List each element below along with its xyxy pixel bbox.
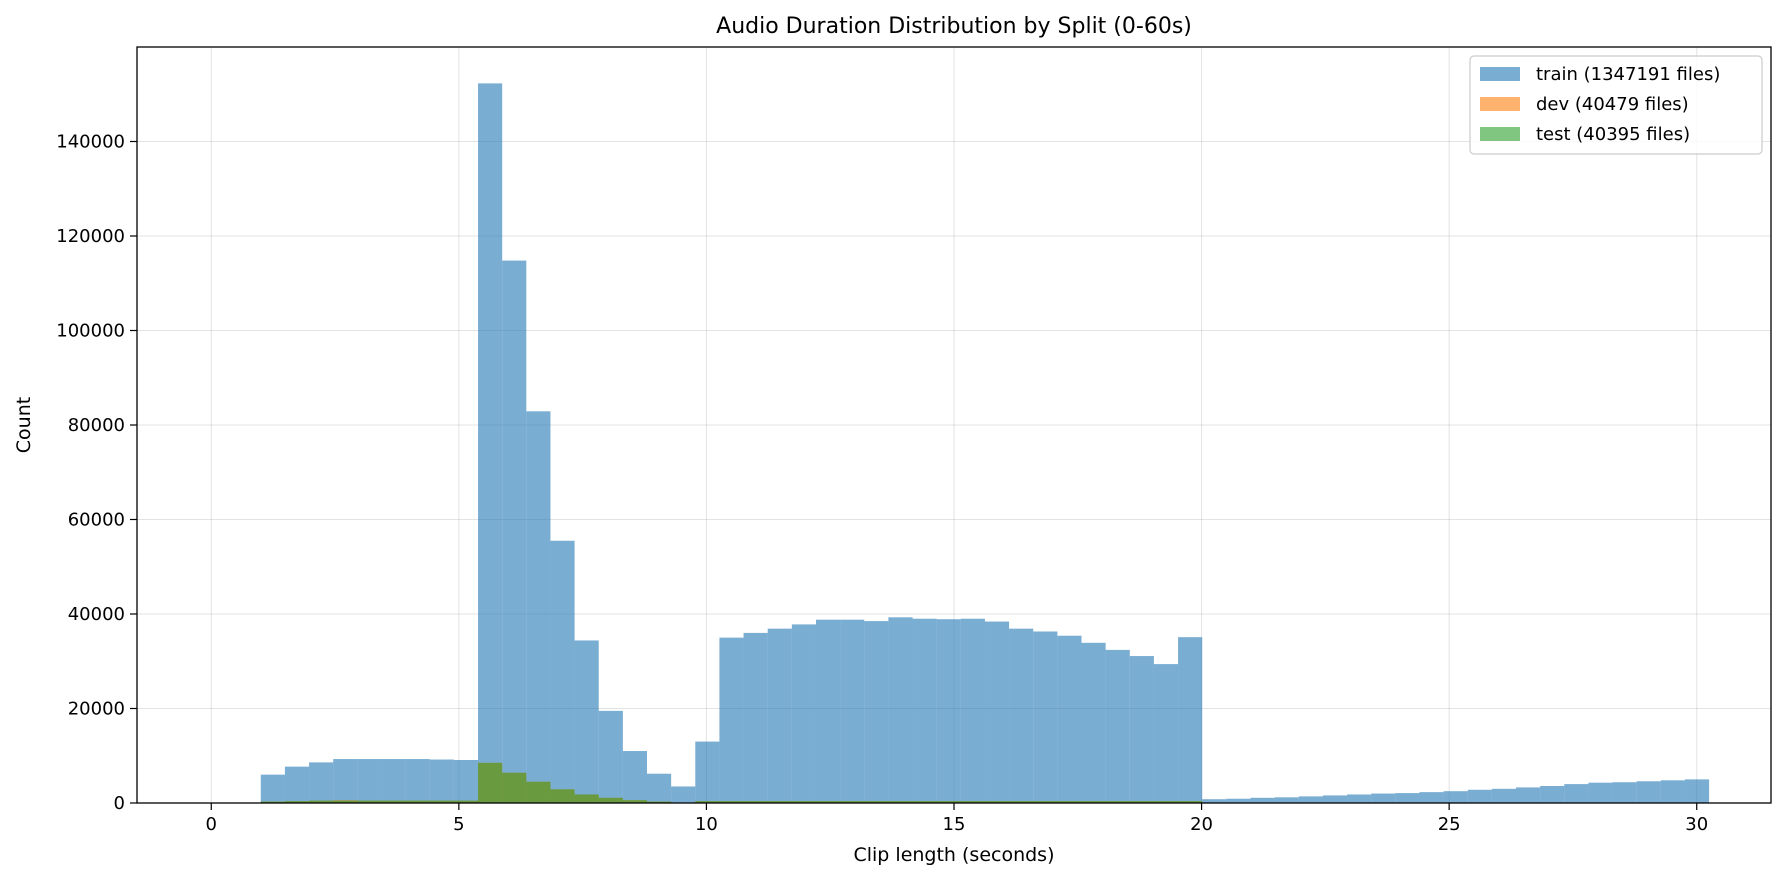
y-tick-label: 80000 [68,415,125,436]
histogram-bar [1323,795,1347,803]
legend-items: train (1347191 files) dev (40479 files) te… [1480,64,1720,145]
histogram-bar [502,773,526,803]
legend-swatch [1480,67,1520,81]
histogram-bar [1444,791,1468,803]
histogram-bar [599,711,623,803]
histogram-bar [406,759,430,803]
histogram-bar [430,760,454,803]
histogram-bar [1299,796,1323,803]
y-axis-label: Count [13,397,35,453]
x-tick-label: 0 [206,814,217,835]
histogram-bar [261,775,285,803]
histogram-bar [599,798,623,803]
histogram-bar [1178,637,1202,803]
legend-swatch [1480,127,1520,141]
histogram-bar [744,633,768,803]
histogram-bar [864,621,888,803]
chart-legend: train (1347191 files) dev (40479 files) te… [1470,56,1762,154]
x-tick-label: 5 [453,814,464,835]
histogram-bar [1516,787,1540,803]
histogram-bar [526,411,550,803]
chart-title: Audio Duration Distribution by Split (0-… [716,14,1192,39]
histogram-bar [913,619,937,803]
histogram-bar [647,774,671,803]
histogram-bar [526,782,550,803]
histogram-bar [309,762,333,803]
histogram-bar [1106,650,1130,803]
legend-label: test (40395 files) [1536,124,1690,145]
histogram-bar [961,619,985,803]
histogram-bar [623,751,647,803]
y-tick-label: 140000 [56,132,125,153]
histogram-bar [1130,656,1154,803]
histogram-bar [1154,664,1178,803]
histogram-bar [1492,789,1516,803]
histogram-bar [937,619,961,803]
histogram-bar [381,759,405,803]
x-tick-label: 30 [1685,814,1708,835]
histogram-bar [768,629,792,803]
histogram-bar [478,763,502,803]
histogram-bar [1588,783,1612,803]
histogram-bar [1419,792,1443,803]
y-tick-label: 0 [114,793,125,814]
x-axis-label: Clip length (seconds) [853,844,1054,866]
histogram-bar [840,620,864,803]
histogram-bar [1082,643,1106,803]
histogram-bar [575,794,599,803]
histogram-bar [792,624,816,803]
histogram-bar [1564,784,1588,803]
histogram-bar [357,759,381,803]
histogram-bar [1057,636,1081,803]
histogram-bar [1637,781,1661,803]
x-tick-label: 20 [1190,814,1213,835]
y-tick-label: 20000 [68,699,125,720]
y-tick-label: 120000 [56,226,125,247]
histogram-bar [1371,794,1395,803]
histogram-bar [1347,794,1371,803]
histogram-bar [1661,780,1685,803]
legend-swatch [1480,97,1520,111]
histogram-bar [985,622,1009,803]
histogram-bar [1009,629,1033,803]
histogram-bar [1613,782,1637,803]
histogram-bar [1685,779,1709,803]
histogram-bar [333,759,357,803]
histogram-bar [1033,631,1057,803]
histogram-bar [454,760,478,803]
y-tick-label: 40000 [68,604,125,625]
histogram-bar [575,640,599,803]
histogram-bar [1395,793,1419,803]
histogram-bar [550,789,574,803]
y-tick-label: 100000 [56,321,125,342]
histogram-bar [695,742,719,803]
legend-label: train (1347191 files) [1536,64,1720,85]
histogram-bar [816,620,840,803]
x-tick-label: 10 [695,814,718,835]
histogram-bar [719,638,743,803]
histogram-bar [550,541,574,803]
histogram-bar [671,786,695,803]
histogram-bar [1468,790,1492,803]
histogram-bar [1275,797,1299,803]
histogram-bar [285,767,309,803]
histogram-bar [888,617,912,803]
histogram-bar [1250,798,1274,803]
y-tick-label: 60000 [68,510,125,531]
x-tick-label: 25 [1438,814,1461,835]
histogram-bar [478,83,502,803]
histogram-bar [502,261,526,803]
x-tick-label: 15 [943,814,966,835]
histogram-bar [1540,786,1564,803]
legend-label: dev (40479 files) [1536,94,1689,115]
